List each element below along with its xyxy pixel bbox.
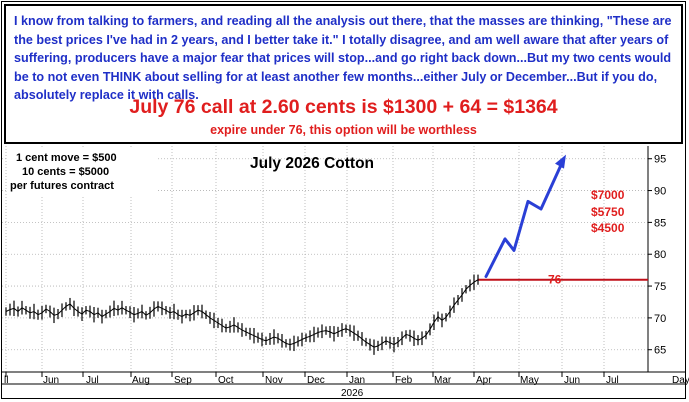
x-tick-label-4: Oct [218,375,234,386]
y-tick-label-80: 80 [654,249,666,261]
x-tick-label-2: Aug [132,375,150,386]
x-tick-label-14: Day [672,375,689,386]
x-tick-label-8: Feb [395,375,413,386]
commentary-text: I know from talking to farmers, and read… [14,14,672,103]
y-axis: 65 70 75 80 85 90 95 [648,154,666,357]
x-tick-label-12: Jun [564,375,580,386]
target-value-3: $4500 [591,221,625,235]
y-tick-label-85: 85 [654,217,666,229]
x-tick-label-3: Sep [174,375,192,386]
projection-arrow [484,154,566,278]
strike-label: 76 [548,273,562,287]
x-year-label: 2026 [341,388,364,399]
price-line [5,279,479,348]
x-tick-label-9: Mar [434,375,452,386]
note-per-contract: per futures contract [10,180,114,192]
projection-line [484,159,565,278]
y-tick-label-75: 75 [654,281,666,293]
option-subline: expire under 76, this option will be wor… [210,123,477,137]
chart-title: July 2026 Cotton [250,155,375,172]
price-series [5,274,479,355]
commentary-box: I know from talking to farmers, and read… [4,4,683,144]
x-tick-label-6: Dec [307,375,325,386]
note-ten-cents: 10 cents = $5000 [22,166,110,178]
target-value-2: $5750 [591,205,625,219]
x-tick-label-13: Jul [606,375,619,386]
note-cent-move: 1 cent move = $500 [16,152,117,164]
y-tick-label-70: 70 [654,313,666,325]
projection-arrowhead [555,154,566,169]
x-tick-label-0: Jun [43,375,59,386]
x-axis: ll Jun Jul Aug Sep Oct Nov Dec Jan Feb Mar Apr May Ju… [4,372,689,399]
target-value-1: $7000 [591,188,625,202]
y-tick-label-95: 95 [654,154,666,166]
x-tick-label-1: Jul [86,375,99,386]
x-tick-label-10: Apr [476,375,492,386]
x-tick-label-cutoff: ll [4,375,8,386]
x-tick-label-11: May [520,375,539,386]
x-tick-label-5: Nov [265,375,283,386]
contract-notes: 1 cent move = $500 10 cents = $5000 per … [8,149,158,197]
y-tick-label-65: 65 [654,345,666,357]
x-tick-label-7: Jan [349,375,365,386]
strike-line-group: 76 [478,273,648,287]
y-tick-label-90: 90 [654,186,666,198]
option-headline: July 76 call at 2.60 cents is $1300 + 64… [129,96,558,118]
